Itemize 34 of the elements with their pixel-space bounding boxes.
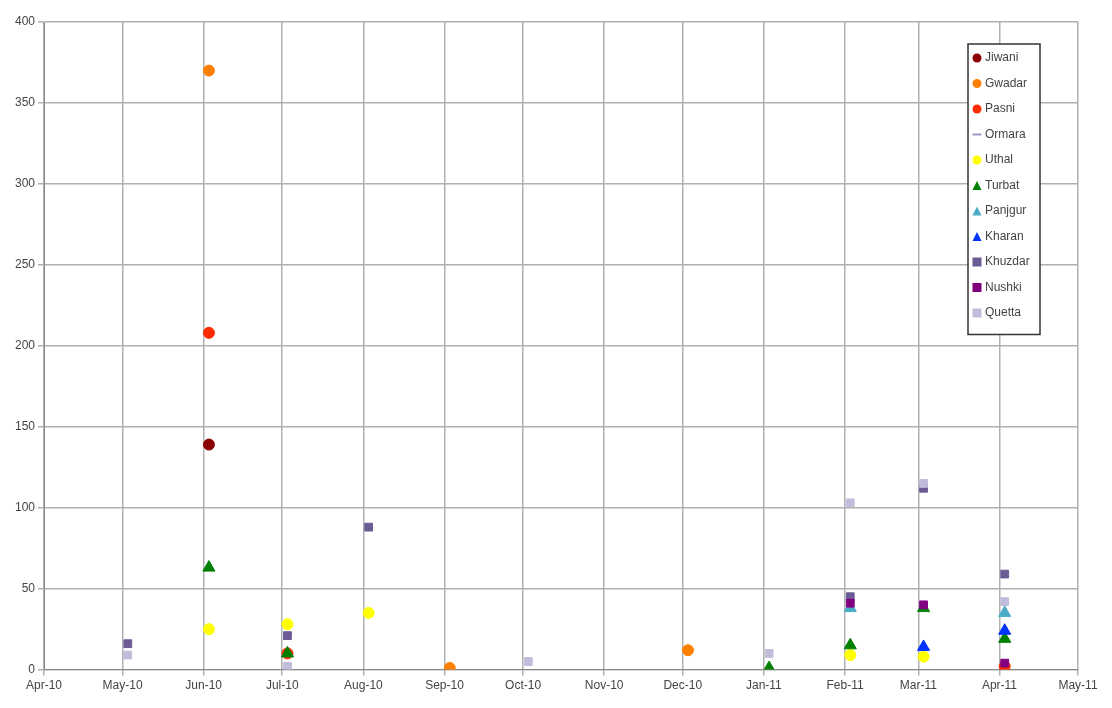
- legend-label: Turbat: [985, 177, 1020, 192]
- x-tick-label: Dec-10: [663, 678, 703, 693]
- y-tick-label: 250: [14, 257, 36, 272]
- x-tick-label: Apr-11: [981, 678, 1018, 693]
- legend-label: Gwadar: [985, 75, 1028, 90]
- x-tick-label: Mar-11: [899, 678, 938, 693]
- x-tick-label: Sep-10: [425, 678, 465, 693]
- x-tick-label: Aug-10: [344, 678, 384, 693]
- legend-label: Pasni: [985, 101, 1016, 116]
- y-tick-label: 200: [14, 338, 36, 353]
- x-tick-label: Feb-11: [826, 678, 864, 693]
- legend-label: Quetta: [985, 305, 1022, 320]
- x-tick-label: Jul-10: [265, 678, 299, 693]
- y-tick-label: 0: [28, 661, 36, 676]
- legend-label: Nushki: [985, 279, 1022, 294]
- x-tick-label: Oct-10: [505, 678, 542, 693]
- legend-label: Khuzdar: [985, 254, 1030, 269]
- x-tick-label: Jan-11: [745, 678, 783, 693]
- x-tick-label: May-10: [102, 678, 143, 693]
- y-tick-label: 350: [14, 95, 36, 110]
- y-tick-label: 400: [14, 14, 36, 29]
- legend-label: Ormara: [985, 126, 1026, 141]
- legend-label: Uthal: [985, 152, 1014, 167]
- legend-label: Kharan: [985, 228, 1024, 243]
- x-tick-label: Jun-10: [185, 678, 223, 693]
- y-tick-label: 150: [14, 419, 36, 434]
- x-tick-label: May-11: [1058, 678, 1098, 693]
- x-tick-label: Nov-10: [584, 678, 624, 693]
- y-tick-label: 300: [14, 176, 36, 191]
- x-tick-label: Apr-10: [26, 678, 63, 693]
- y-tick-label: 50: [21, 580, 36, 595]
- y-tick-label: 100: [14, 500, 36, 515]
- legend-label: Jiwani: [985, 50, 1019, 65]
- legend-label: Panjgur: [985, 203, 1027, 218]
